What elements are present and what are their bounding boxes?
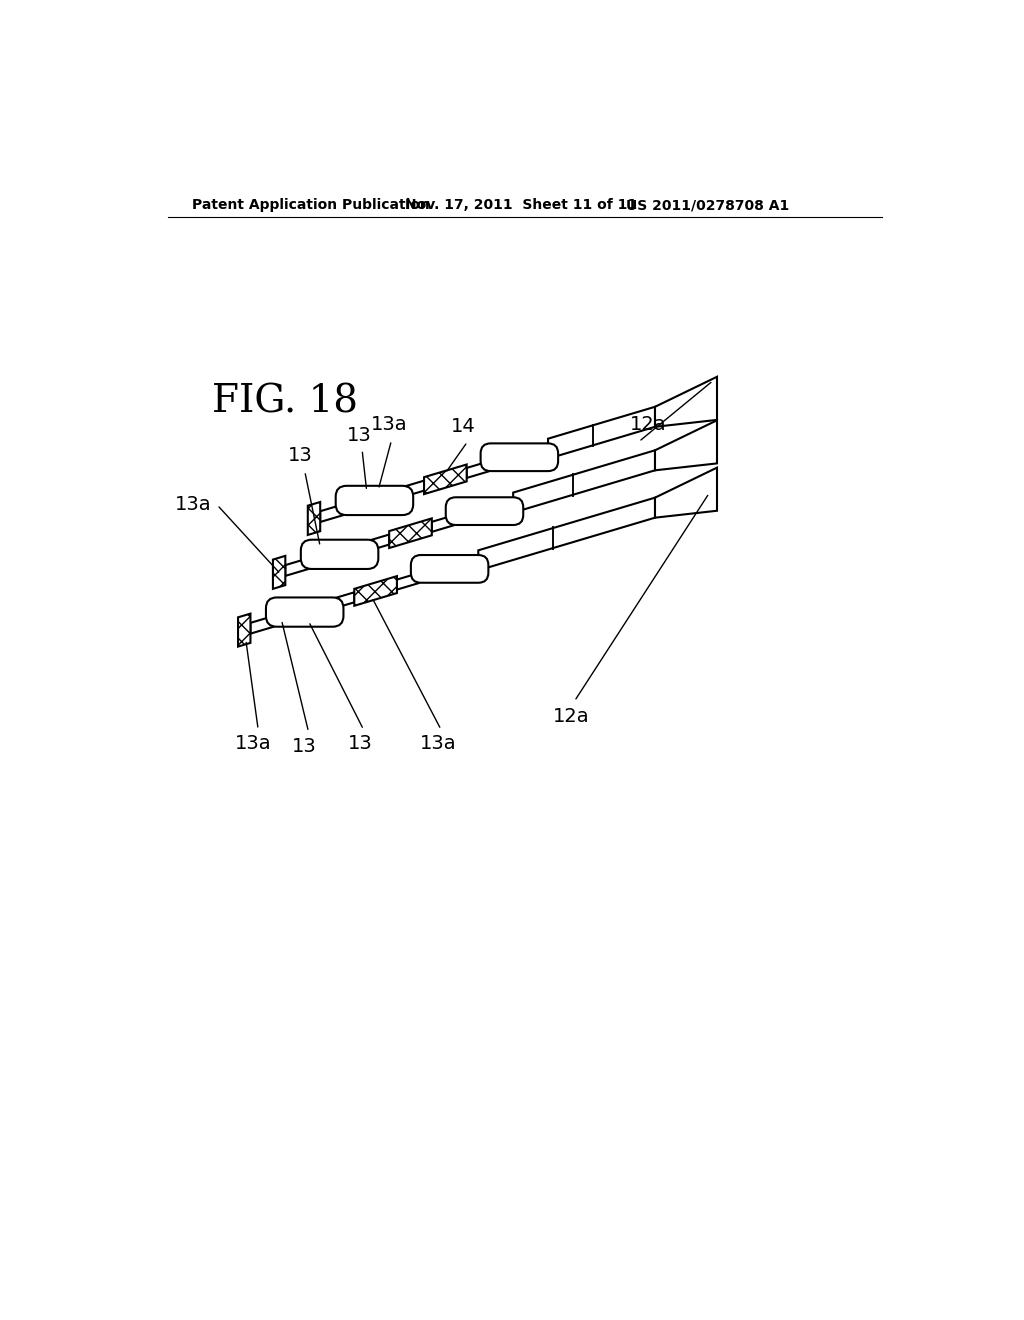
Text: 13a: 13a xyxy=(420,734,457,754)
Text: 12a: 12a xyxy=(553,706,590,726)
Polygon shape xyxy=(513,450,655,512)
Text: Patent Application Publication: Patent Application Publication xyxy=(191,198,429,213)
FancyBboxPatch shape xyxy=(480,444,558,471)
Text: 13: 13 xyxy=(346,426,372,445)
Polygon shape xyxy=(432,515,454,532)
Polygon shape xyxy=(333,593,354,609)
Polygon shape xyxy=(308,502,321,535)
Polygon shape xyxy=(273,556,286,589)
Polygon shape xyxy=(424,465,467,494)
Polygon shape xyxy=(286,558,308,576)
Text: 12a: 12a xyxy=(630,414,667,434)
Polygon shape xyxy=(321,504,343,521)
Polygon shape xyxy=(238,614,251,647)
Polygon shape xyxy=(548,407,655,459)
Polygon shape xyxy=(389,519,432,548)
Text: 14: 14 xyxy=(452,417,476,436)
Polygon shape xyxy=(467,462,488,478)
Polygon shape xyxy=(402,480,424,498)
Text: 13a: 13a xyxy=(236,734,271,754)
FancyBboxPatch shape xyxy=(445,498,523,525)
Text: 13: 13 xyxy=(348,734,373,754)
Text: 13: 13 xyxy=(292,738,317,756)
Text: US 2011/0278708 A1: US 2011/0278708 A1 xyxy=(627,198,790,213)
FancyBboxPatch shape xyxy=(301,540,378,569)
FancyBboxPatch shape xyxy=(266,598,343,627)
Polygon shape xyxy=(251,616,273,634)
Text: Nov. 17, 2011  Sheet 11 of 11: Nov. 17, 2011 Sheet 11 of 11 xyxy=(406,198,638,213)
Polygon shape xyxy=(397,573,419,590)
Text: 13a: 13a xyxy=(371,414,408,434)
Polygon shape xyxy=(478,498,655,570)
Polygon shape xyxy=(655,420,717,470)
Text: 13: 13 xyxy=(288,446,312,465)
Text: FIG. 18: FIG. 18 xyxy=(212,383,357,420)
Polygon shape xyxy=(655,467,717,517)
FancyBboxPatch shape xyxy=(336,486,414,515)
Text: 13a: 13a xyxy=(175,495,212,515)
FancyBboxPatch shape xyxy=(411,554,488,582)
Polygon shape xyxy=(354,576,397,606)
Polygon shape xyxy=(368,535,389,550)
Polygon shape xyxy=(655,376,717,426)
